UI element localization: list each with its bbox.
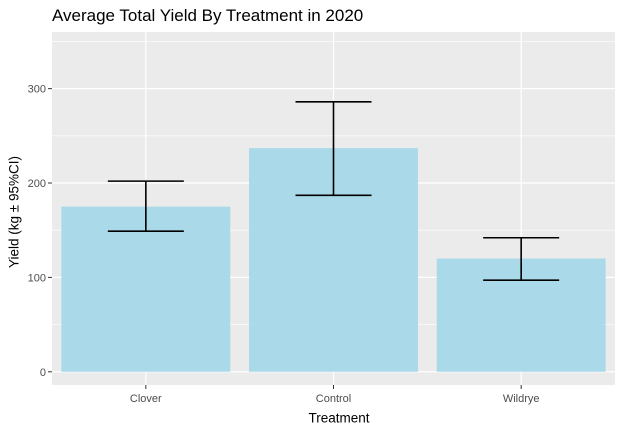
y-tick-label: 200 — [28, 178, 46, 190]
y-axis: 0 100 200 300 — [28, 84, 52, 379]
y-tick-label: 0 — [40, 367, 46, 379]
x-axis: Clover Control Wildrye — [130, 385, 540, 405]
y-tick-label: 100 — [28, 272, 46, 284]
x-tick-label: Clover — [130, 393, 162, 405]
chart-title: Average Total Yield By Treatment in 2020 — [52, 6, 364, 25]
error-bars — [107, 101, 560, 282]
x-tick-label: Control — [316, 393, 351, 405]
bar-clover — [61, 206, 231, 372]
x-tick-label: Wildrye — [503, 393, 540, 405]
y-tick-label: 300 — [28, 84, 46, 96]
x-axis-title: Treatment — [308, 410, 370, 426]
